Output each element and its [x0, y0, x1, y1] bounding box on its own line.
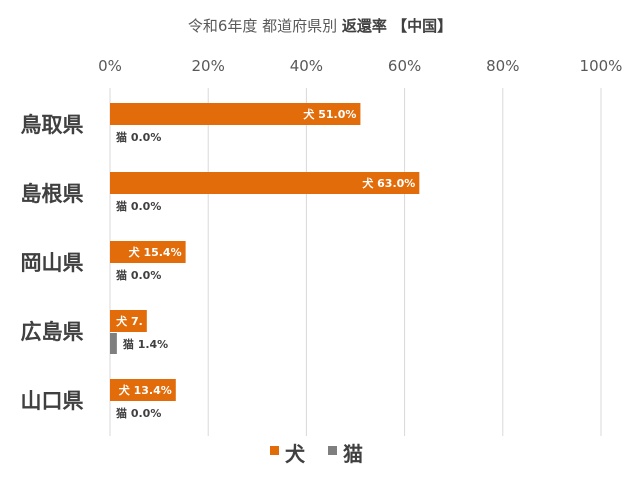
bar-dog — [110, 310, 147, 332]
data-label-cat: 猫 0.0% — [116, 199, 161, 213]
x-tick-label: 40% — [290, 57, 323, 75]
x-tick-label: 80% — [486, 57, 519, 75]
chart-title-part-2: 返還率 【中国】 — [342, 17, 452, 35]
data-label-dog: 犬 63.0% — [362, 176, 415, 190]
category-label: 島根県 — [21, 182, 84, 206]
bar-dog — [110, 103, 361, 125]
bar-cat — [110, 333, 117, 354]
bars — [110, 103, 420, 401]
data-label-dog: 犬 15.4% — [129, 245, 182, 259]
bar-dog — [110, 241, 186, 263]
category-label: 広島県 — [21, 320, 84, 344]
data-label-dog: 犬 13.4% — [119, 383, 172, 397]
x-tick-label: 60% — [388, 57, 421, 75]
legend: 犬猫 — [270, 442, 363, 466]
x-tick-label: 100% — [580, 57, 623, 75]
data-label-cat: 猫 0.0% — [116, 130, 161, 144]
gridlines — [109, 88, 602, 436]
data-label-dog: 犬 7. — [116, 314, 143, 328]
legend-label: 猫 — [343, 442, 363, 466]
legend-swatch — [328, 446, 337, 455]
x-tick-label: 0% — [98, 57, 122, 75]
data-label-cat: 猫 0.0% — [116, 268, 161, 282]
bar-dog — [110, 379, 176, 401]
data-label-dog: 犬 51.0% — [303, 107, 356, 121]
legend-swatch — [270, 446, 279, 455]
chart-title-part-1: 令和6年度 都道府県別 — [188, 17, 342, 35]
data-labels: 犬 51.0% 猫 0.0% 犬 63.0% 猫 0.0% 犬 15.4% 猫 0.0% 犬… — [116, 107, 415, 420]
category-label: 山口県 — [21, 389, 84, 413]
category-label: 岡山県 — [21, 251, 84, 275]
chart-title: 令和6年度 都道府県別 返還率 【中国】 — [188, 17, 452, 35]
data-label-cat: 猫 1.4% — [123, 337, 168, 351]
category-label: 鳥取県 — [21, 113, 84, 137]
legend-label: 犬 — [285, 442, 306, 466]
bar-dog — [110, 172, 420, 194]
data-label-cat: 猫 0.0% — [116, 406, 161, 420]
x-axis-tick-labels: 0% 20% 40% 60% 80% 100% — [98, 57, 622, 75]
x-tick-label: 20% — [192, 57, 225, 75]
